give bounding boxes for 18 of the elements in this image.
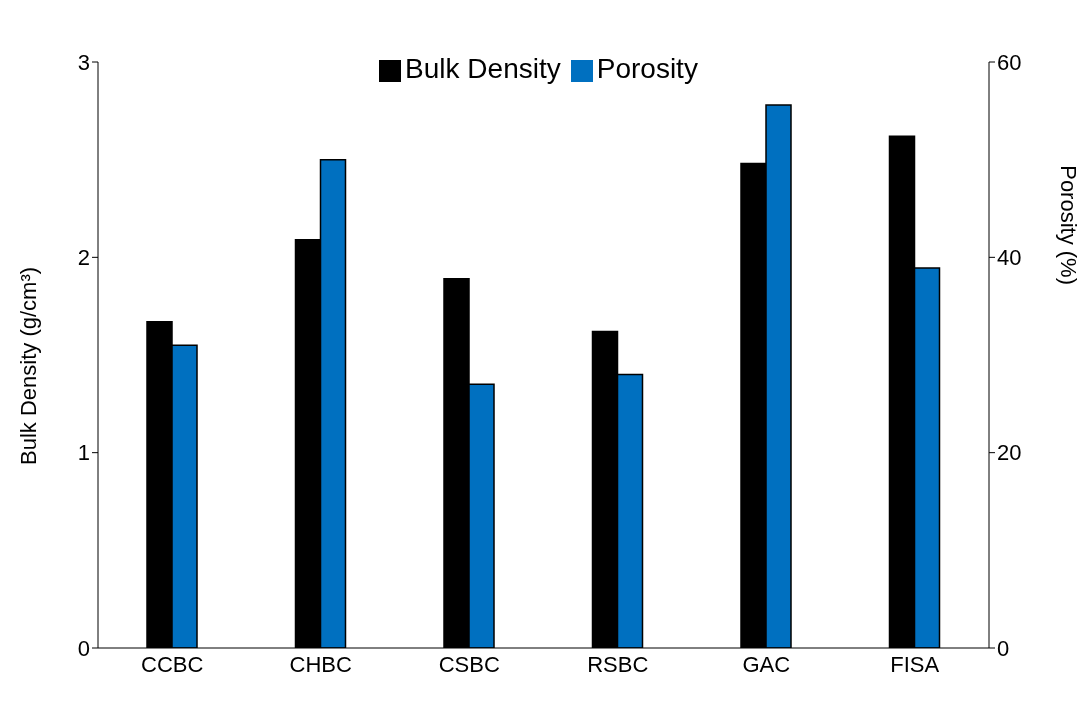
x-tick-label: CHBC	[289, 651, 353, 677]
y2-tick-label: 40	[997, 245, 1022, 271]
y-axis-title: Bulk Density (g/cm³)	[15, 266, 41, 465]
y-tick-label: 0	[77, 635, 90, 661]
x-tick-label: GAC	[742, 651, 791, 677]
x-tick-label: CSBC	[438, 651, 500, 677]
x-tick-label: RSBC	[587, 651, 649, 677]
x-tick-label: FISA	[890, 651, 940, 677]
y2-tick-label: 60	[997, 49, 1022, 75]
y2-axis-title: Porosity (%)	[1056, 165, 1082, 285]
x-tick-label: CCBC	[141, 651, 204, 677]
legend-label: Porosity	[596, 53, 698, 84]
y-tick-label: 2	[77, 245, 90, 271]
y2-tick-label: 0	[997, 635, 1010, 661]
legend-label: Bulk Density	[405, 53, 561, 84]
y-tick-label: 1	[77, 440, 90, 466]
y-tick-label: 3	[77, 49, 90, 75]
y2-tick-label: 20	[997, 440, 1022, 466]
